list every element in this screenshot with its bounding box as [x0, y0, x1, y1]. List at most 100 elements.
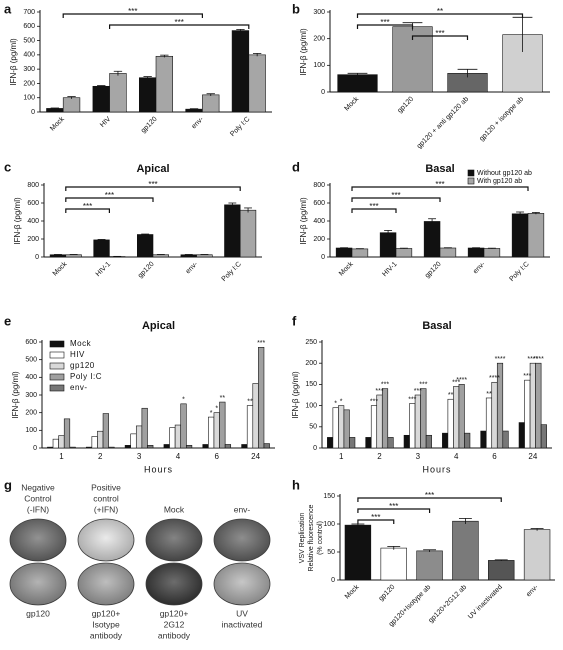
x-tick-label: gp120 + isotype ab — [478, 96, 525, 143]
bar — [395, 248, 413, 258]
x-tick-label: gp120 — [140, 116, 159, 135]
significance-label: *** — [375, 388, 383, 395]
significance-label: *** — [371, 513, 380, 522]
significance-bracket — [357, 508, 431, 513]
bar — [97, 430, 104, 449]
y-tick-label: 200 — [25, 410, 37, 417]
bar — [381, 388, 389, 449]
significance-label: * — [182, 397, 185, 404]
plaque-dish-shade — [146, 563, 202, 605]
bar — [535, 362, 542, 449]
y-tick-label: 600 — [25, 339, 37, 346]
significance-label: **** — [533, 356, 544, 363]
x-tick-label: Mock — [344, 583, 361, 600]
y-axis-label: (% control) — [317, 521, 324, 555]
significance-label: **** — [489, 375, 500, 382]
bar — [425, 434, 432, 449]
error-bar — [141, 233, 150, 235]
x-tick-label: env- — [191, 115, 206, 130]
x-tick-label: gp120+2G12 ab — [428, 584, 469, 625]
y-axis-label: IFN-β (pg/ml) — [11, 371, 20, 419]
bar — [224, 204, 241, 258]
error-bar — [184, 254, 193, 256]
significance-label: *** — [175, 18, 184, 27]
bar — [370, 405, 378, 449]
significance-label: *** — [370, 398, 378, 405]
x-tick-label: 6 — [492, 452, 497, 461]
error-bar — [67, 96, 76, 99]
bar — [452, 520, 479, 581]
significance-bracket — [356, 24, 414, 29]
significance-bracket — [109, 24, 250, 29]
legend-label: Without gp120 ab — [477, 170, 532, 177]
significance-label: *** — [523, 373, 531, 380]
bar — [502, 430, 509, 449]
significance-bracket — [411, 35, 469, 40]
y-tick-label: 250 — [305, 339, 317, 346]
significance-label: * — [340, 398, 343, 405]
significance-label: *** — [414, 388, 422, 395]
y-tick-label: 300 — [313, 9, 325, 16]
bar — [208, 416, 215, 449]
significance-label: *** — [83, 202, 92, 211]
x-tick-label: Mock — [338, 260, 355, 277]
legend-label: env- — [70, 383, 88, 392]
legend-swatch — [467, 169, 475, 177]
error-bar — [200, 254, 209, 256]
x-tick-label: gp120 — [397, 96, 416, 115]
bar — [351, 248, 369, 258]
image-label: Control — [24, 493, 52, 503]
significance-label: *** — [425, 491, 434, 500]
image-label: (-IFN) — [27, 504, 49, 514]
legend-label: Mock — [70, 339, 92, 348]
y-tick-label: 150 — [305, 381, 317, 388]
significance-label: ** — [247, 398, 253, 405]
bar — [85, 446, 93, 449]
x-tick-label: Poly I:C — [229, 116, 251, 138]
plaque-dish-shade — [214, 563, 270, 605]
x-tick-label: gp120 — [424, 261, 443, 280]
x-tick-label: 4 — [176, 452, 181, 461]
bar — [442, 432, 449, 449]
x-tick-label: 4 — [454, 452, 459, 461]
x-axis-label: Hours — [422, 464, 451, 474]
bar — [52, 438, 59, 449]
error-bar — [54, 254, 62, 256]
image-label: Negative — [21, 482, 55, 492]
legend-label: HIV — [70, 350, 85, 359]
y-tick-label: 400 — [313, 218, 325, 225]
bar — [174, 424, 182, 449]
bar — [163, 444, 170, 449]
bar — [458, 384, 465, 449]
bar — [332, 407, 339, 449]
bar — [527, 213, 545, 258]
image-label: env- — [234, 504, 251, 514]
bar — [124, 445, 131, 449]
bar — [213, 412, 220, 449]
bar — [152, 254, 169, 258]
x-tick-label: Mock — [49, 115, 66, 132]
plaque-dish-shade — [10, 563, 66, 605]
x-tick-label: env- — [185, 260, 200, 275]
bar — [137, 234, 154, 258]
x-tick-label: Mock — [52, 260, 69, 277]
error-bar — [97, 85, 106, 87]
significance-label: *** — [148, 180, 157, 189]
significance-label: *** — [435, 29, 444, 38]
bar — [480, 430, 487, 449]
bar — [365, 437, 372, 449]
legend-swatch — [49, 351, 65, 359]
significance-bracket — [357, 519, 395, 524]
error-bar — [531, 212, 540, 215]
y-tick-label: 100 — [313, 62, 325, 69]
significance-label: *** — [380, 18, 389, 27]
bar — [540, 424, 547, 449]
plaque-dish-shade — [214, 519, 270, 561]
error-bar — [228, 202, 237, 207]
plaque-dish-shade — [146, 519, 202, 561]
bar — [335, 247, 353, 258]
y-tick-label: 200 — [313, 236, 325, 243]
significance-label: ** — [486, 391, 492, 398]
significance-bracket — [351, 186, 529, 191]
